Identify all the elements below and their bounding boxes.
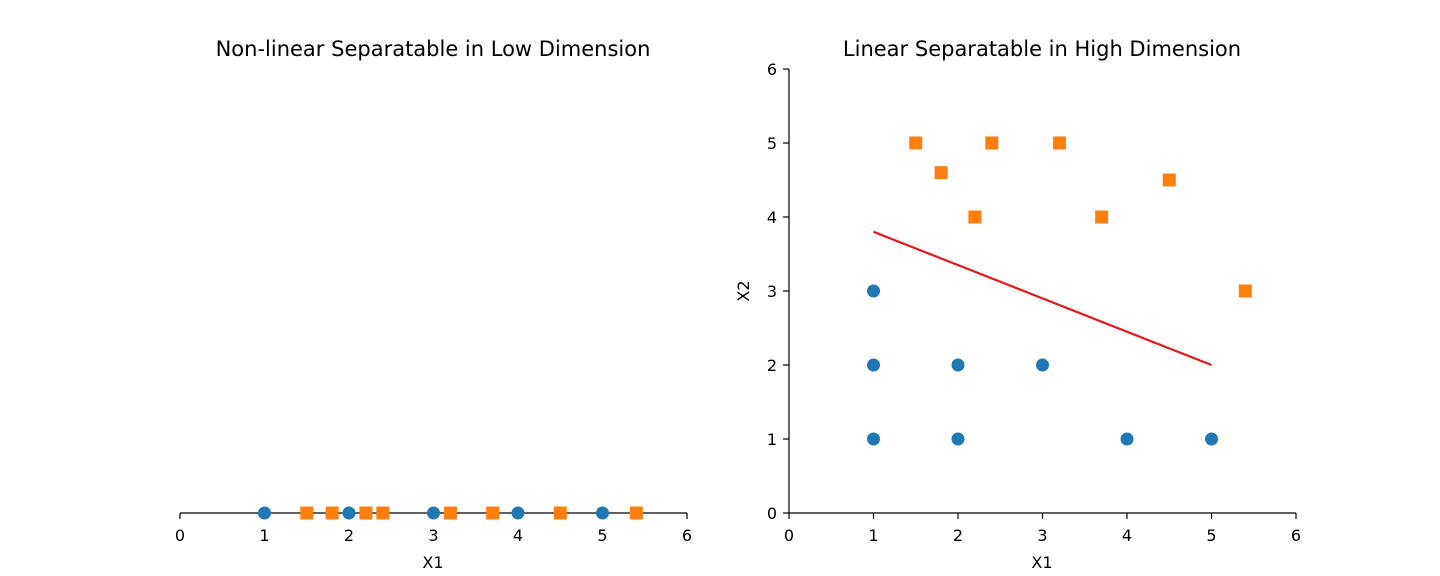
x-tick-label-left: 2 [344, 526, 354, 545]
data-point-square [1052, 136, 1066, 150]
data-point-circle [427, 506, 440, 520]
x-tick-label-right: 4 [1122, 526, 1132, 545]
data-point-circle [867, 284, 880, 298]
x-tick-label-right: 6 [1291, 526, 1301, 545]
x-tick-label-right: 2 [953, 526, 963, 545]
x-tick-label-right: 3 [1037, 526, 1047, 545]
data-point-square [1162, 173, 1176, 187]
x-tick-label-left: 1 [259, 526, 269, 545]
y-tick-label-right: 6 [767, 60, 777, 79]
plot-area-right: 0 1 2 3 4 5 6 0 1 2 3 4 5 6 [767, 60, 1301, 545]
data-point-circle [1120, 432, 1134, 446]
x-tick-label-left: 6 [682, 526, 692, 545]
x-tick-label-right: 5 [1206, 526, 1216, 545]
data-point-circle [951, 358, 965, 372]
y-tick-label-right: 2 [767, 356, 777, 375]
data-point-square [909, 136, 923, 150]
plot-area-left: 0 1 2 3 4 5 6 [175, 506, 692, 545]
data-point-circle [258, 506, 271, 520]
data-point-circle [342, 506, 356, 520]
y-tick-label-right: 1 [767, 430, 777, 449]
data-point-circle [1205, 432, 1218, 446]
data-point-circle [511, 506, 525, 520]
data-point-circle [1036, 358, 1049, 372]
data-point-circle [867, 432, 880, 446]
data-point-square [1095, 210, 1109, 224]
data-point-square [629, 506, 643, 520]
data-point-circle [951, 432, 965, 446]
x-axis-label-right: X1 [1031, 553, 1052, 572]
chart-title-left: Non-linear Separatable in Low Dimension [216, 37, 651, 61]
x-tick-label-left: 0 [175, 526, 185, 545]
data-point-square [985, 136, 999, 150]
panel-high-dimension: Linear Separatable in High Dimension 0 1 2… [734, 37, 1301, 572]
data-point-square [325, 506, 339, 520]
separating-line [873, 230, 1212, 367]
data-point-square [968, 210, 982, 224]
chart-title-right: Linear Separatable in High Dimension [843, 37, 1241, 61]
data-point-square [376, 506, 390, 520]
data-point-square [553, 506, 567, 520]
y-tick-label-right: 4 [767, 208, 777, 227]
x-axis-label-left: X1 [422, 553, 443, 572]
data-point-square [300, 506, 314, 520]
y-axis-label-right: X2 [734, 280, 753, 301]
data-point-square [443, 506, 457, 520]
x-tick-label-right: 0 [784, 526, 794, 545]
data-point-square [359, 506, 373, 520]
data-point-square [934, 166, 948, 180]
y-tick-label-right: 0 [767, 504, 777, 523]
data-point-circle [596, 506, 609, 520]
y-tick-label-right: 3 [767, 282, 777, 301]
data-point-square [1238, 284, 1252, 298]
data-point-circle [867, 358, 880, 372]
y-tick-label-right: 5 [767, 134, 777, 153]
x-tick-label-left: 5 [597, 526, 607, 545]
x-tick-label-left: 4 [513, 526, 523, 545]
x-tick-label-left: 3 [428, 526, 438, 545]
x-tick-label-right: 1 [868, 526, 878, 545]
panel-low-dimension: Non-linear Separatable in Low Dimension … [175, 37, 692, 572]
data-point-square [486, 506, 500, 520]
